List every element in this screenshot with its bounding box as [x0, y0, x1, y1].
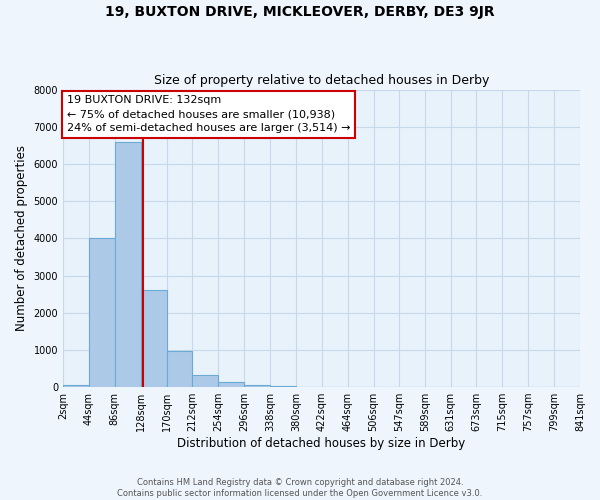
Bar [140, 290, 167, 387]
Bar [270, 386, 296, 387]
Text: 19, BUXTON DRIVE, MICKLEOVER, DERBY, DE3 9JR: 19, BUXTON DRIVE, MICKLEOVER, DERBY, DE3… [105, 5, 495, 19]
Text: 19 BUXTON DRIVE: 132sqm
← 75% of detached houses are smaller (10,938)
24% of sem: 19 BUXTON DRIVE: 132sqm ← 75% of detache… [67, 95, 350, 133]
X-axis label: Distribution of detached houses by size in Derby: Distribution of detached houses by size … [178, 437, 466, 450]
Bar [89, 238, 115, 387]
Bar [244, 385, 270, 387]
Bar [218, 382, 244, 387]
Bar [167, 352, 193, 387]
Title: Size of property relative to detached houses in Derby: Size of property relative to detached ho… [154, 74, 489, 87]
Bar [115, 142, 140, 387]
Bar [63, 385, 89, 387]
Bar [193, 375, 218, 387]
Text: Contains HM Land Registry data © Crown copyright and database right 2024.
Contai: Contains HM Land Registry data © Crown c… [118, 478, 482, 498]
Y-axis label: Number of detached properties: Number of detached properties [15, 146, 28, 332]
